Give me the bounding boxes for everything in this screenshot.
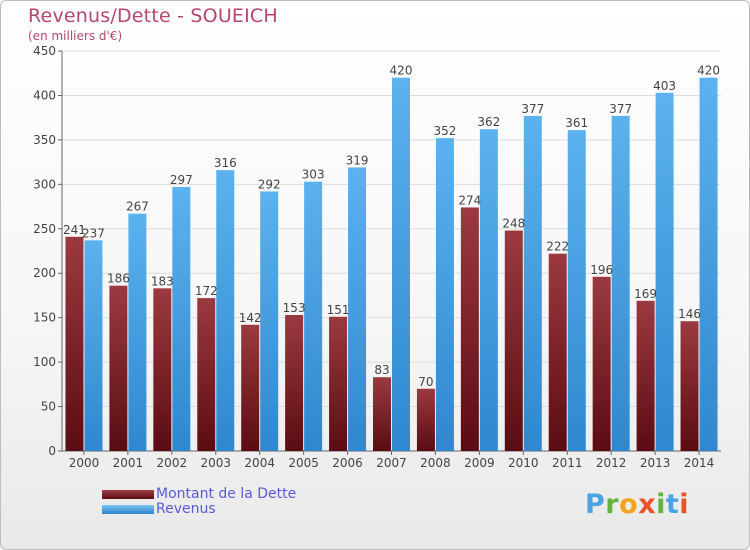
data-label-revenue: 352 — [433, 124, 456, 138]
data-label-revenue: 361 — [565, 116, 588, 130]
y-tick-label: 250 — [33, 222, 56, 236]
data-label-revenue: 403 — [653, 79, 676, 93]
bar-revenue — [392, 77, 410, 452]
bar-debt — [329, 316, 348, 451]
bar-revenue — [84, 240, 103, 451]
y-tick-label: 50 — [41, 400, 56, 414]
bar-debt — [285, 315, 304, 451]
bar-revenue — [128, 213, 147, 451]
bar-debt — [109, 285, 128, 451]
data-label-revenue: 267 — [126, 200, 149, 214]
y-tick-label: 200 — [33, 266, 56, 280]
data-label-debt: 274 — [458, 193, 481, 207]
x-tick-label: 2013 — [640, 456, 671, 470]
x-tick-label: 2003 — [200, 456, 231, 470]
x-tick-label: 2006 — [332, 456, 363, 470]
x-tick-label: 2007 — [376, 456, 407, 470]
data-label-debt: 70 — [418, 375, 433, 389]
bar-revenue — [435, 138, 454, 451]
bar-revenue — [260, 191, 279, 451]
legend-swatch-debt — [102, 490, 154, 499]
data-label-revenue: 362 — [477, 115, 500, 129]
x-tick-label: 2009 — [464, 456, 495, 470]
bar-revenue — [479, 129, 498, 451]
data-label-debt: 186 — [107, 272, 130, 286]
bar-debt — [460, 207, 479, 451]
x-tick-label: 2012 — [596, 456, 627, 470]
data-label-revenue: 319 — [346, 153, 369, 167]
chart-subtitle: (en milliers d'€) — [28, 29, 123, 43]
legend-item-revenue: Revenus — [102, 501, 382, 518]
x-tick-label: 2002 — [157, 456, 188, 470]
y-tick-label: 400 — [33, 88, 56, 102]
bar-debt — [680, 321, 699, 451]
bar-debt — [636, 300, 655, 451]
y-tick-label: 350 — [33, 133, 56, 147]
bar-debt — [241, 324, 260, 451]
data-label-revenue: 237 — [82, 226, 105, 240]
x-tick-label: 2000 — [69, 456, 100, 470]
data-label-debt: 142 — [239, 311, 262, 325]
bar-debt — [504, 230, 523, 451]
x-tick-label: 2014 — [684, 456, 715, 470]
legend-label-debt: Montant de la Dette — [156, 486, 297, 502]
data-label-debt: 83 — [374, 363, 389, 377]
x-tick-label: 2010 — [508, 456, 539, 470]
proxiti-logo: Proxiti — [585, 489, 690, 520]
bar-revenue — [172, 187, 191, 451]
data-label-debt: 222 — [546, 240, 569, 254]
bar-debt — [197, 298, 216, 451]
data-label-revenue: 377 — [609, 102, 632, 116]
bar-debt — [65, 236, 84, 451]
data-label-debt: 151 — [327, 303, 350, 317]
x-tick-label: 2001 — [113, 456, 144, 470]
bar-revenue — [699, 77, 718, 452]
data-label-debt: 183 — [151, 274, 174, 288]
data-label-revenue: 377 — [521, 102, 544, 116]
data-label-debt: 248 — [502, 217, 525, 231]
legend-item-debt: Montant de la Dette — [102, 486, 382, 503]
data-label-debt: 172 — [195, 284, 218, 298]
y-tick-label: 300 — [33, 177, 56, 191]
bar-debt — [592, 276, 611, 451]
y-tick-label: 0 — [48, 444, 56, 458]
data-label-debt: 196 — [590, 263, 613, 277]
data-label-debt: 146 — [678, 307, 701, 321]
data-label-debt: 153 — [283, 301, 306, 315]
data-label-revenue: 316 — [214, 156, 237, 170]
data-label-debt: 241 — [63, 223, 86, 237]
x-tick-label: 2008 — [420, 456, 451, 470]
bar-debt — [373, 377, 391, 451]
data-label-revenue: 292 — [258, 177, 281, 191]
bar-revenue — [304, 181, 323, 451]
data-label-revenue: 303 — [302, 168, 325, 182]
x-tick-label: 2004 — [244, 456, 275, 470]
bar-revenue — [348, 167, 367, 451]
bar-revenue — [523, 115, 542, 451]
data-label-debt: 169 — [634, 287, 657, 301]
bar-revenue — [567, 130, 586, 451]
y-tick-label: 100 — [33, 355, 56, 369]
data-label-revenue: 420 — [697, 64, 720, 78]
data-label-revenue: 420 — [390, 64, 413, 78]
bar-revenue — [216, 170, 235, 451]
bar-debt — [548, 253, 567, 451]
x-tick-label: 2005 — [288, 456, 319, 470]
x-tick-label: 2011 — [552, 456, 583, 470]
bar-debt — [153, 288, 172, 451]
data-label-revenue: 297 — [170, 173, 193, 187]
y-tick-label: 450 — [33, 44, 56, 58]
bar-debt — [416, 388, 435, 451]
legend-swatch-revenue — [102, 505, 154, 514]
bar-revenue — [611, 115, 630, 451]
legend-label-revenue: Revenus — [156, 501, 216, 517]
bar-revenue — [655, 92, 674, 452]
chart-title: Revenus/Dette - SOUEICH — [28, 5, 278, 27]
y-tick-label: 150 — [33, 311, 56, 325]
